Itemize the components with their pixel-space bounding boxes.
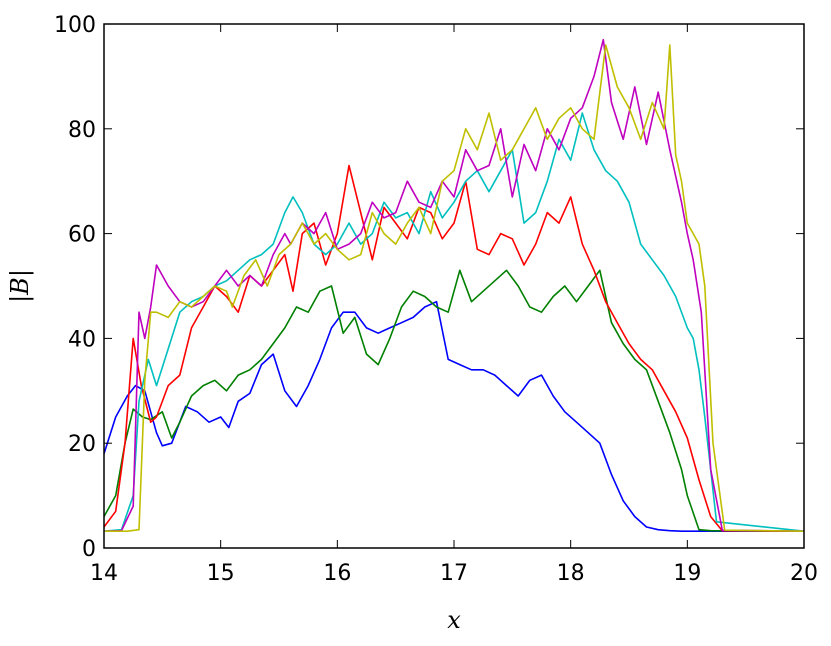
- series-line-3: [103, 164, 805, 532]
- series-line-2: [103, 269, 805, 533]
- y-tick-label: 60: [68, 223, 96, 248]
- series-line-1: [103, 300, 804, 533]
- y-tick-label: 0: [82, 537, 96, 562]
- x-tick-label: 20: [790, 561, 818, 586]
- y-tick-label: 20: [68, 432, 96, 457]
- y-tick-label: 100: [54, 13, 96, 38]
- x-axis: 14 15 16 17 18 19 20: [90, 24, 818, 586]
- series-line-4: [103, 112, 805, 532]
- x-tick-label: 14: [90, 561, 118, 586]
- x-tick-label: 18: [557, 561, 585, 586]
- y-tick-label: 40: [68, 327, 96, 352]
- x-axis-label: x: [447, 606, 461, 634]
- series-layer: [103, 38, 805, 533]
- x-tick-label: 19: [673, 561, 701, 586]
- x-tick-label: 15: [207, 561, 235, 586]
- series-line-6: [104, 44, 805, 533]
- x-tick-label: 17: [440, 561, 468, 586]
- y-axis-label: |B|: [6, 269, 35, 303]
- y-axis: 0 20 40 60 80 100: [54, 13, 804, 562]
- plot-frame: [103, 23, 805, 549]
- y-tick-label: 80: [68, 118, 96, 143]
- x-tick-label: 16: [323, 561, 351, 586]
- series-line-5: [103, 38, 805, 532]
